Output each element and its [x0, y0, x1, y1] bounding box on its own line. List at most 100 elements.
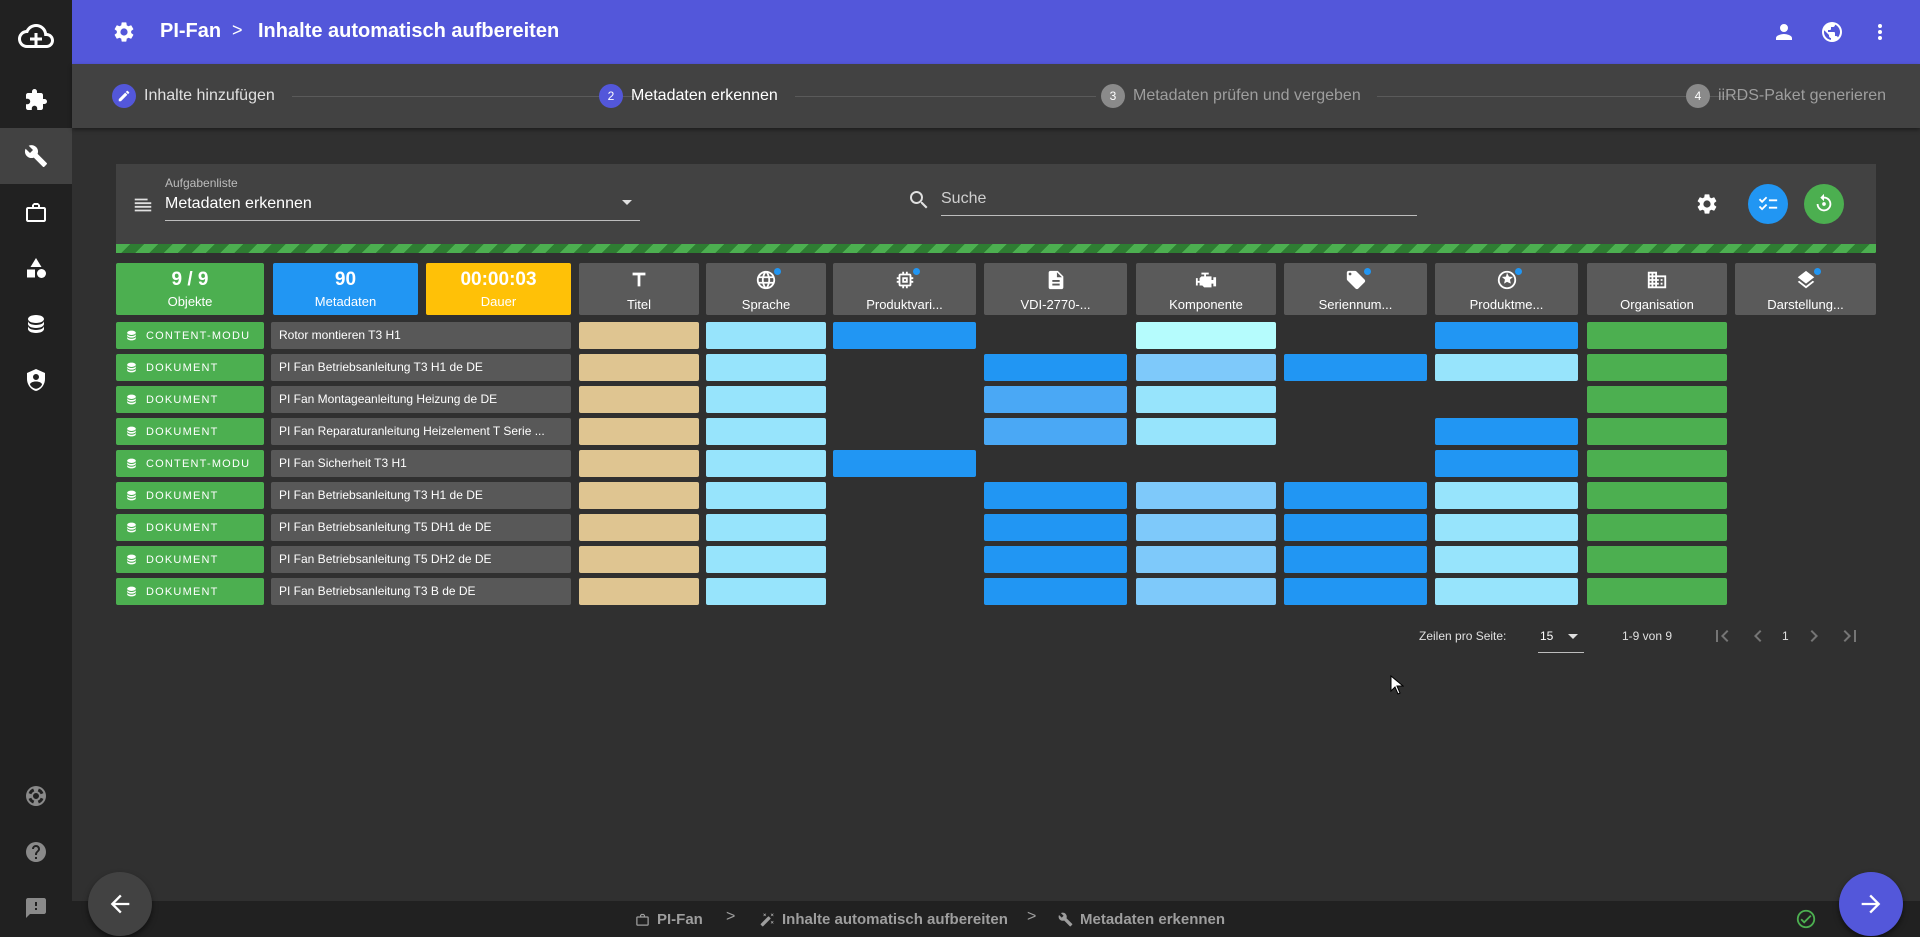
metadata-cell[interactable] — [984, 354, 1127, 381]
metadata-cell[interactable] — [579, 450, 699, 477]
metadata-cell[interactable] — [1587, 322, 1727, 349]
metadata-cell[interactable] — [1435, 514, 1578, 541]
object-title[interactable]: PI Fan Montageanleitung Heizung de DE — [271, 386, 571, 413]
database-icon[interactable] — [0, 296, 72, 352]
column-header-organisation[interactable]: Organisation — [1587, 263, 1727, 315]
metadata-cell[interactable] — [579, 514, 699, 541]
metadata-cell[interactable] — [984, 578, 1127, 605]
object-title[interactable]: PI Fan Betriebsanleitung T3 B de DE — [271, 578, 571, 605]
column-header-produktvariante[interactable]: Produktvari... — [833, 263, 976, 315]
metadata-cell[interactable] — [706, 322, 826, 349]
metadata-cell[interactable] — [1587, 546, 1727, 573]
step-metadaten-erkennen[interactable]: 2 Metadaten erkennen — [599, 84, 778, 108]
footer-crumb-process[interactable]: Inhalte automatisch aufbereiten — [760, 911, 1008, 928]
column-header-seriennummer[interactable]: Seriennum... — [1284, 263, 1427, 315]
metadata-cell[interactable] — [1284, 578, 1427, 605]
metadata-cell[interactable] — [1587, 450, 1727, 477]
object-title[interactable]: PI Fan Reparaturanleitung Heizelement T … — [271, 418, 571, 445]
footer-crumb-project[interactable]: PI-Fan — [635, 911, 703, 928]
metadata-cell[interactable] — [1136, 418, 1276, 445]
metadata-cell[interactable] — [984, 482, 1127, 509]
breadcrumb-project[interactable]: PI-Fan — [160, 20, 222, 42]
metadata-cell[interactable] — [1136, 322, 1276, 349]
metadata-cell[interactable] — [984, 418, 1127, 445]
type-chip[interactable]: DOKUMENT — [116, 546, 264, 573]
metadata-cell[interactable] — [1435, 354, 1578, 381]
chevron-right-icon[interactable] — [1802, 624, 1826, 648]
metadata-cell[interactable] — [1284, 482, 1427, 509]
column-header-titel[interactable]: Titel — [579, 263, 699, 315]
type-chip[interactable]: DOKUMENT — [116, 514, 264, 541]
metadata-cell[interactable] — [706, 386, 826, 413]
type-chip[interactable]: CONTENT-MODU — [116, 322, 264, 349]
chevron-left-icon[interactable] — [1746, 624, 1770, 648]
metadata-cell[interactable] — [706, 450, 826, 477]
metadata-cell[interactable] — [1435, 482, 1578, 509]
type-chip[interactable]: CONTENT-MODU — [116, 450, 264, 477]
metadata-cell[interactable] — [1587, 514, 1727, 541]
metadata-cell[interactable] — [1435, 578, 1578, 605]
back-button[interactable] — [88, 872, 152, 936]
chevron-down-icon[interactable] — [622, 200, 632, 205]
metadata-cell[interactable] — [706, 546, 826, 573]
first-page-icon[interactable] — [1710, 624, 1734, 648]
checklist-button[interactable] — [1748, 184, 1788, 224]
metadata-cell[interactable] — [1435, 546, 1578, 573]
lifebuoy-icon[interactable] — [0, 768, 72, 824]
last-page-icon[interactable] — [1838, 624, 1862, 648]
metadata-cell[interactable] — [1136, 354, 1276, 381]
rows-per-page-select[interactable]: 15 — [1538, 629, 1584, 653]
metadata-cell[interactable] — [833, 450, 976, 477]
metadata-cell[interactable] — [579, 578, 699, 605]
metadata-cell[interactable] — [579, 482, 699, 509]
object-title[interactable]: Rotor montieren T3 H1 — [271, 322, 571, 349]
step-iirds-paket[interactable]: 4 iiRDS-Paket generieren — [1686, 84, 1886, 108]
metadata-cell[interactable] — [706, 578, 826, 605]
metadata-cell[interactable] — [1587, 482, 1727, 509]
object-title[interactable]: PI Fan Betriebsanleitung T5 DH2 de DE — [271, 546, 571, 573]
account-icon[interactable] — [1772, 20, 1796, 44]
footer-crumb-step[interactable]: Metadaten erkennen — [1058, 911, 1225, 928]
shapes-icon[interactable] — [0, 240, 72, 296]
column-header-sprache[interactable]: Sprache — [706, 263, 826, 315]
metadata-cell[interactable] — [579, 546, 699, 573]
restart-button[interactable] — [1804, 184, 1844, 224]
wrench-icon[interactable] — [0, 128, 72, 184]
metadata-cell[interactable] — [1136, 514, 1276, 541]
metadata-cell[interactable] — [1136, 546, 1276, 573]
tasklist-value[interactable]: Metadaten erkennen — [165, 195, 312, 212]
metadata-cell[interactable] — [706, 354, 826, 381]
help-icon[interactable] — [0, 824, 72, 880]
object-title[interactable]: PI Fan Betriebsanleitung T5 DH1 de DE — [271, 514, 571, 541]
object-title[interactable]: PI Fan Betriebsanleitung T3 H1 de DE — [271, 482, 571, 509]
metadata-cell[interactable] — [984, 514, 1127, 541]
metadata-cell[interactable] — [1587, 354, 1727, 381]
feedback-icon[interactable] — [0, 880, 72, 936]
metadata-cell[interactable] — [579, 322, 699, 349]
metadata-cell[interactable] — [833, 322, 976, 349]
metadata-cell[interactable] — [984, 386, 1127, 413]
metadata-cell[interactable] — [1587, 418, 1727, 445]
column-header-produktmerkmal[interactable]: Produktme... — [1435, 263, 1578, 315]
metadata-cell[interactable] — [1284, 354, 1427, 381]
type-chip[interactable]: DOKUMENT — [116, 386, 264, 413]
metadata-cell[interactable] — [1435, 450, 1578, 477]
step-inhalte-hinzufuegen[interactable]: Inhalte hinzufügen — [112, 84, 275, 108]
shield-account-icon[interactable] — [0, 352, 72, 408]
metadata-cell[interactable] — [706, 514, 826, 541]
type-chip[interactable]: DOKUMENT — [116, 578, 264, 605]
next-button[interactable] — [1839, 872, 1903, 936]
metadata-cell[interactable] — [1587, 578, 1727, 605]
metadata-cell[interactable] — [1284, 514, 1427, 541]
object-title[interactable]: PI Fan Betriebsanleitung T3 H1 de DE — [271, 354, 571, 381]
metadata-cell[interactable] — [1136, 386, 1276, 413]
briefcase-icon[interactable] — [0, 184, 72, 240]
settings-icon[interactable] — [1695, 192, 1719, 216]
more-vert-icon[interactable] — [1868, 20, 1892, 44]
metadata-cell[interactable] — [706, 418, 826, 445]
column-header-vdi-2770[interactable]: VDI-2770-... — [984, 263, 1127, 315]
puzzle-icon[interactable] — [0, 72, 72, 128]
column-header-komponente[interactable]: Komponente — [1136, 263, 1276, 315]
step-metadaten-pruefen[interactable]: 3 Metadaten prüfen und vergeben — [1101, 84, 1361, 108]
type-chip[interactable]: DOKUMENT — [116, 418, 264, 445]
